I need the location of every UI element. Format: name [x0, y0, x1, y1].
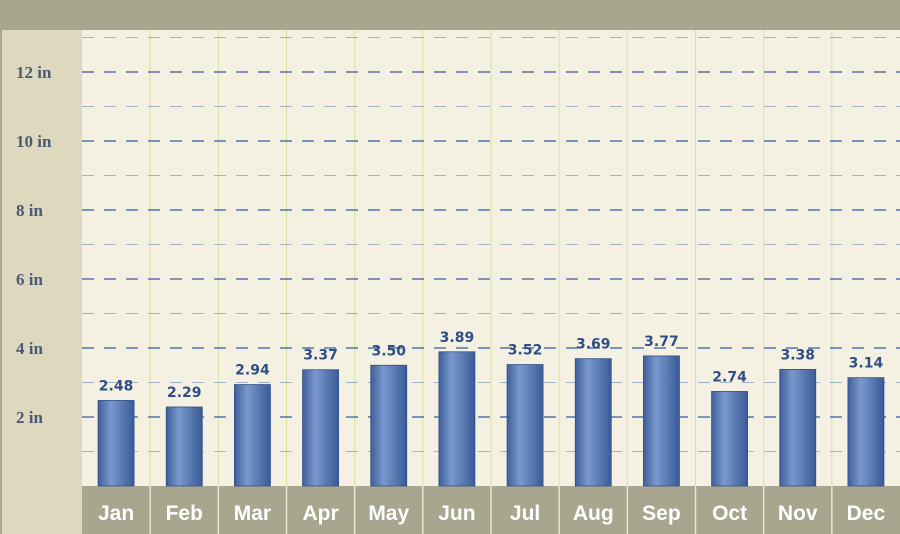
data-label: 2.48 — [99, 378, 134, 394]
data-label: 2.29 — [167, 385, 202, 401]
x-axis-ticks: Jan Feb Mar Apr May Jun Jul Aug Sep Oct Nov Dec — [98, 486, 886, 534]
data-label: 3.89 — [440, 330, 475, 346]
x-tick-label: Feb — [166, 502, 203, 525]
bar — [574, 358, 612, 487]
bar — [506, 364, 544, 487]
bar — [643, 355, 680, 487]
x-tick-label: Jul — [510, 502, 540, 525]
y-tick-label: 12 in — [16, 63, 52, 82]
y-axis-ticks: 2 in 4 in 6 in 8 in 10 in 12 in — [16, 63, 52, 427]
x-tick-label: Jun — [438, 502, 475, 525]
y-axis-panel — [2, 30, 82, 534]
data-label: 3.14 — [849, 356, 884, 372]
x-tick-label: Oct — [712, 502, 747, 525]
y-tick-label: 6 in — [16, 270, 43, 289]
bar — [847, 377, 885, 487]
x-tick-label: Jan — [98, 502, 134, 525]
x-tick-label: Apr — [302, 502, 338, 525]
data-labels: 2.48 2.29 2.94 3.37 3.50 3.89 3.52 3.69 3.77 2.74… — [99, 330, 884, 401]
bar — [234, 384, 271, 487]
x-tick-label: Sep — [642, 502, 681, 525]
bar — [711, 391, 748, 487]
bars — [97, 351, 885, 487]
bar — [370, 364, 408, 487]
x-tick-label: Nov — [778, 502, 818, 525]
horizontal-grid — [82, 37, 900, 452]
bar — [438, 351, 476, 487]
y-tick-label: 2 in — [16, 408, 43, 427]
bar — [97, 400, 135, 487]
data-label: 3.38 — [780, 347, 815, 363]
data-label: 3.52 — [508, 343, 543, 359]
y-tick-label: 4 in — [16, 339, 43, 358]
bar — [165, 406, 203, 487]
vertical-grid — [149, 30, 833, 486]
bar — [302, 369, 339, 487]
x-tick-label: Dec — [847, 502, 886, 525]
data-label: 3.50 — [371, 343, 406, 359]
data-label: 3.69 — [576, 337, 611, 353]
data-label: 3.37 — [303, 348, 338, 364]
x-tick-label: May — [368, 502, 409, 525]
x-tick-label: Aug — [573, 502, 614, 525]
y-tick-label: 8 in — [16, 201, 43, 220]
data-label: 3.77 — [644, 334, 679, 350]
bar — [779, 368, 817, 487]
data-label: 2.74 — [712, 369, 747, 385]
x-tick-label: Mar — [234, 502, 271, 525]
data-label: 2.94 — [235, 363, 270, 379]
y-tick-label: 10 in — [16, 132, 52, 151]
